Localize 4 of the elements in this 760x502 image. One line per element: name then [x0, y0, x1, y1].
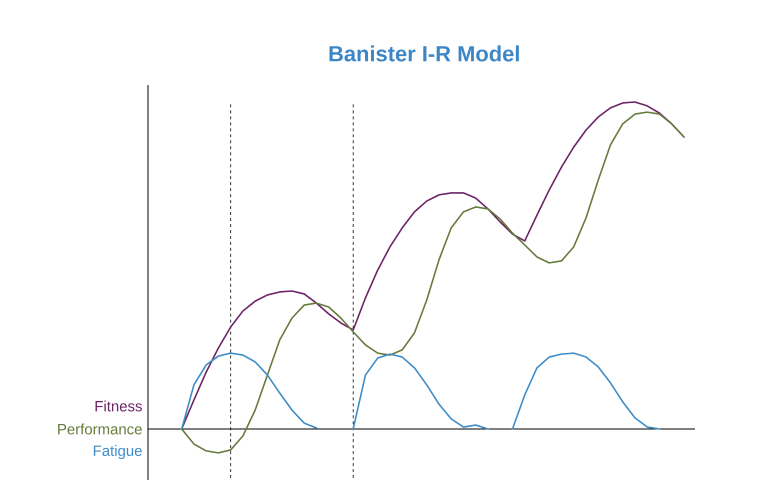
chart-title: Banister I-R Model: [330, 45, 519, 62]
text: Fatigue: [94, 445, 142, 459]
text: Fitness: [96, 400, 142, 412]
text: Performance: [58, 424, 142, 434]
